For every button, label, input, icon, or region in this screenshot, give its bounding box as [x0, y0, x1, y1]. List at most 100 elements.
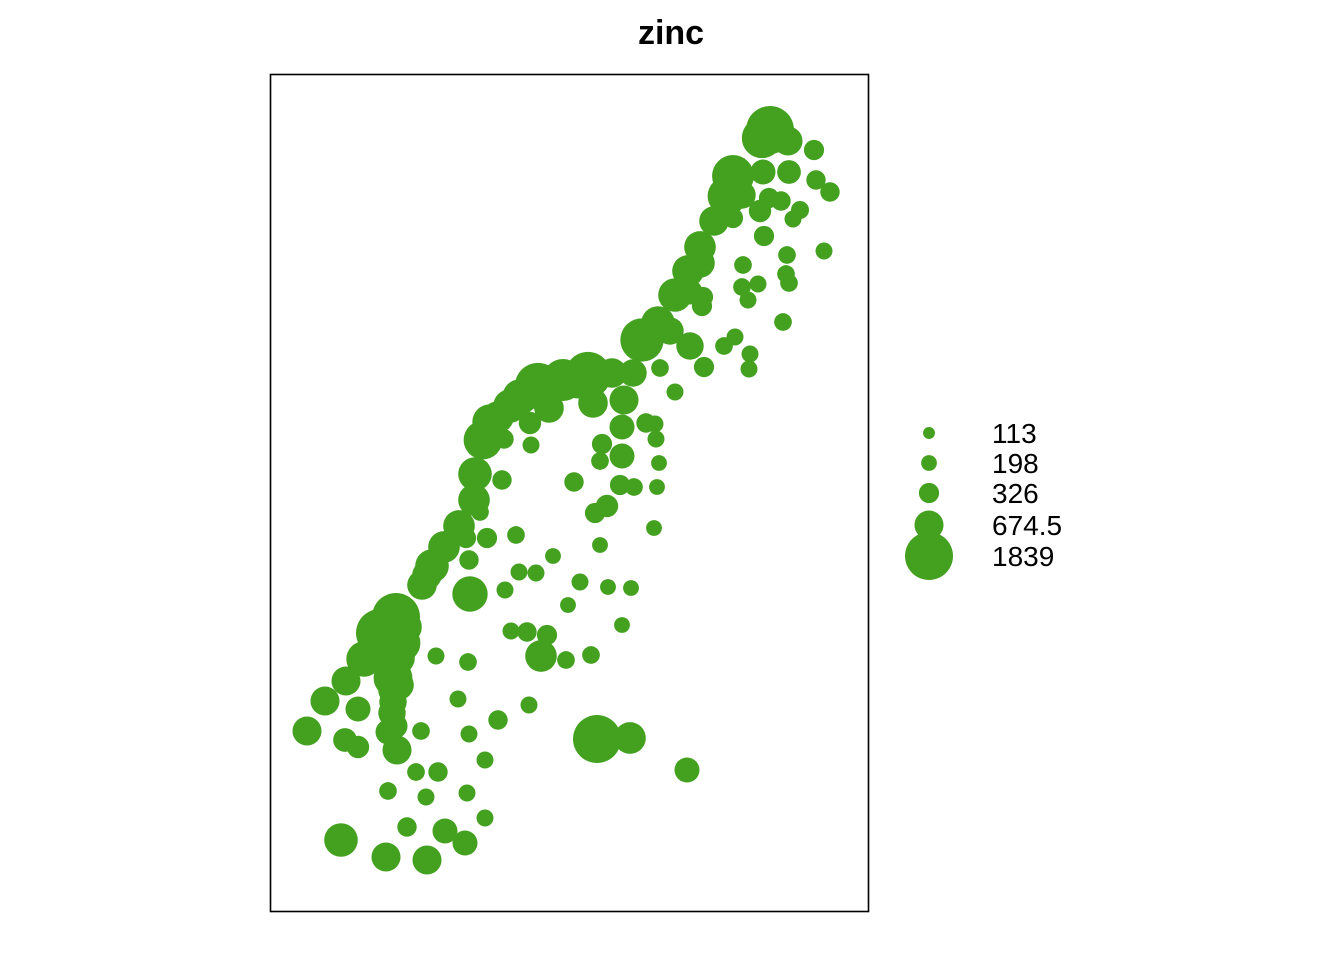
data-point — [649, 479, 665, 495]
data-point — [646, 520, 662, 536]
data-point — [674, 757, 700, 783]
data-point — [651, 359, 669, 377]
data-point — [527, 564, 545, 582]
data-point — [564, 472, 584, 492]
data-point — [780, 274, 798, 292]
data-point — [778, 246, 796, 264]
data-point — [691, 295, 713, 317]
data-point — [722, 207, 744, 229]
data-point — [592, 537, 608, 553]
data-point — [324, 823, 358, 857]
data-point — [582, 646, 600, 664]
data-points — [292, 106, 840, 875]
data-point — [460, 725, 478, 743]
data-point — [476, 809, 494, 827]
data-point — [578, 388, 608, 418]
data-point — [715, 337, 733, 355]
data-point — [417, 788, 435, 806]
data-point — [492, 470, 512, 490]
legend-label: 113 — [992, 418, 1037, 449]
legend-label: 1839 — [992, 541, 1054, 572]
data-point — [728, 181, 756, 209]
data-point — [502, 622, 520, 640]
data-point — [560, 597, 576, 613]
data-point — [753, 225, 775, 247]
data-point — [459, 653, 477, 671]
data-point — [636, 413, 656, 433]
legend-label: 326 — [992, 478, 1039, 509]
data-point — [520, 696, 538, 714]
data-point — [536, 624, 558, 646]
data-point — [571, 573, 589, 591]
data-point — [346, 641, 382, 677]
data-point — [458, 457, 492, 491]
data-point — [488, 710, 508, 730]
data-point — [771, 191, 791, 211]
data-point — [609, 385, 639, 415]
data-point — [784, 210, 802, 228]
data-point — [407, 570, 437, 600]
data-point — [331, 666, 361, 696]
data-point — [614, 617, 630, 633]
legend-symbol — [923, 427, 935, 439]
data-point — [412, 722, 430, 740]
data-point — [476, 751, 494, 769]
data-point — [774, 313, 792, 331]
data-point — [534, 393, 564, 423]
data-point — [518, 411, 542, 435]
data-point — [427, 647, 445, 665]
data-point — [693, 356, 715, 378]
data-point — [407, 763, 425, 781]
data-point — [741, 117, 783, 159]
data-point — [739, 291, 757, 309]
data-point — [545, 548, 561, 564]
data-point — [676, 332, 704, 360]
data-point — [651, 455, 667, 471]
data-point — [463, 420, 503, 460]
data-point — [815, 242, 833, 260]
data-point — [397, 817, 417, 837]
data-point — [647, 430, 665, 448]
data-point — [609, 474, 631, 496]
data-point — [803, 139, 825, 161]
data-point — [557, 651, 575, 669]
data-point — [597, 358, 627, 388]
legend-symbol — [914, 510, 944, 540]
data-point — [820, 182, 840, 202]
data-point — [609, 414, 635, 440]
data-point — [614, 722, 646, 754]
data-point — [733, 278, 751, 296]
legend-label: 674.5 — [992, 510, 1062, 541]
data-point — [522, 436, 540, 454]
data-point — [559, 361, 597, 399]
data-point — [584, 502, 606, 524]
data-point — [525, 640, 557, 672]
data-point — [458, 784, 476, 802]
data-point — [292, 716, 322, 746]
data-point — [750, 159, 776, 185]
data-point — [741, 345, 759, 363]
data-point — [740, 360, 758, 378]
data-point — [777, 160, 801, 184]
data-point — [428, 762, 448, 782]
data-point — [510, 563, 528, 581]
data-point — [412, 845, 442, 875]
data-point — [382, 735, 412, 765]
data-point — [573, 715, 621, 763]
data-point — [619, 359, 647, 387]
data-point — [371, 842, 401, 872]
data-point — [600, 579, 616, 595]
data-point — [471, 503, 489, 521]
data-point — [517, 622, 537, 642]
chart-title: zinc — [638, 14, 704, 52]
map-frame — [269, 73, 870, 913]
data-point — [699, 206, 729, 236]
data-point — [623, 580, 639, 596]
data-point — [666, 383, 684, 401]
data-point — [609, 443, 635, 469]
data-point — [591, 433, 613, 455]
data-point — [806, 170, 826, 190]
data-point — [455, 527, 477, 549]
data-point — [591, 452, 609, 470]
